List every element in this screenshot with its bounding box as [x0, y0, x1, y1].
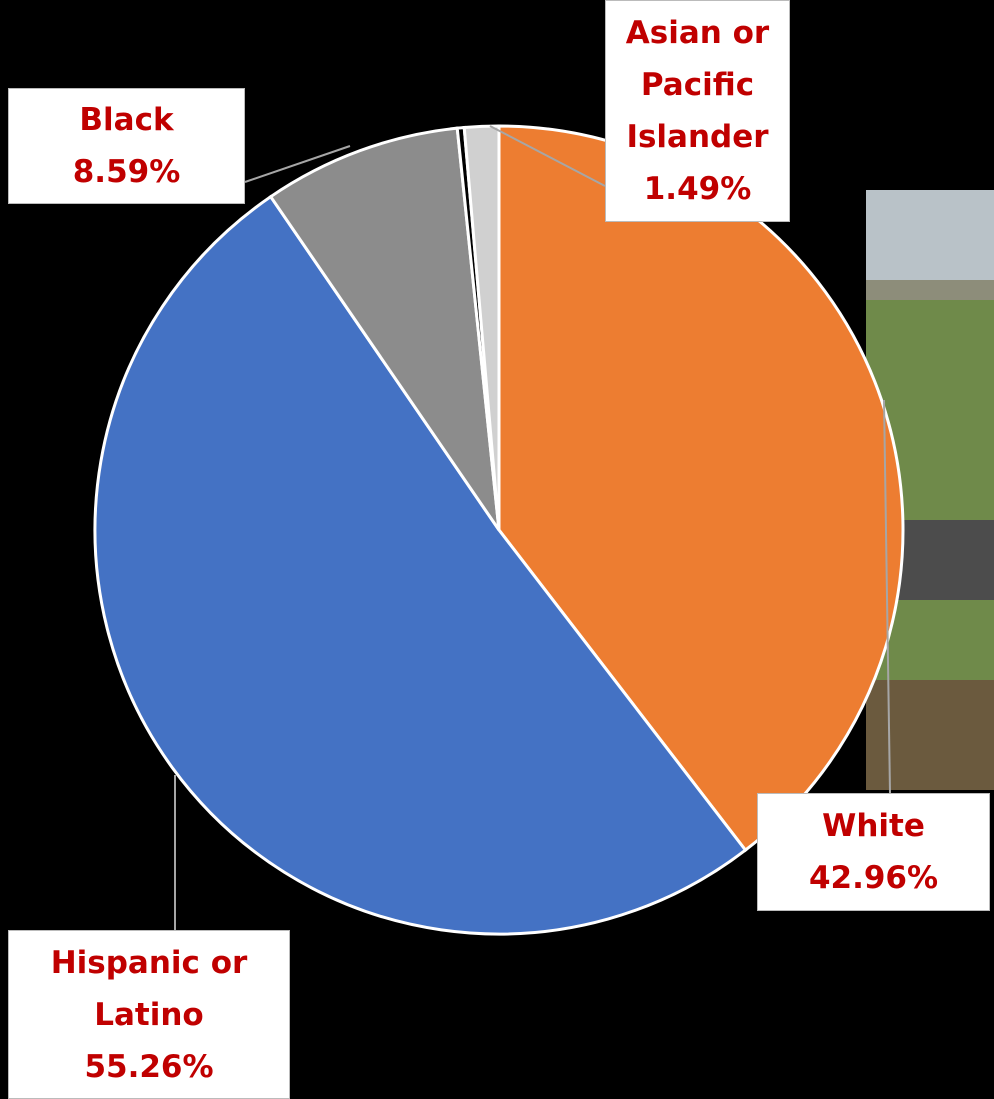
background-photo [866, 190, 994, 790]
leader-line [244, 145, 351, 183]
value-label: 8.59% [72, 154, 181, 190]
pie-slice [462, 124, 501, 531]
value-label: 42.96% [808, 860, 939, 896]
data-label: Black 8.59% [8, 88, 245, 204]
leader-line [883, 399, 891, 794]
category-name: Black [79, 102, 174, 138]
data-label: Hispanic or Latino 55.26% [8, 930, 290, 1099]
data-label: White 42.96% [757, 793, 990, 911]
pie-slice [93, 194, 748, 936]
data-label: Asian or Pacific Islander 1.49% [605, 0, 790, 222]
pie-slice [268, 126, 501, 531]
value-label: 1.49% [643, 171, 752, 207]
photo-sky [866, 190, 994, 280]
category-name: White [822, 808, 925, 844]
photo-ground [866, 680, 994, 790]
leader-line [489, 125, 606, 187]
value-label: 55.26% [84, 1048, 214, 1085]
category-name: Hispanic or Latino [50, 944, 248, 1033]
photo-road [866, 280, 994, 300]
category-name: Asian or Pacific Islander [625, 15, 770, 155]
